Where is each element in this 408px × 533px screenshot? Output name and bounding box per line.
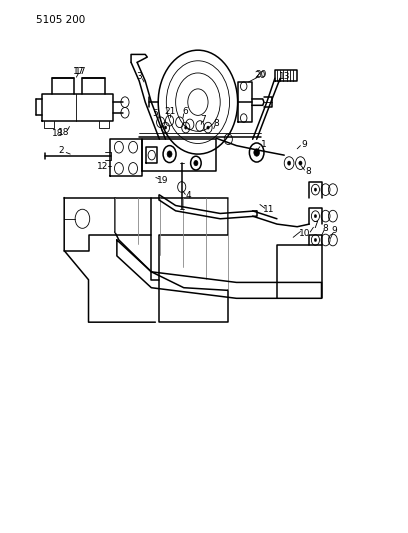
- Circle shape: [194, 160, 198, 166]
- Text: 8: 8: [323, 224, 328, 233]
- Text: 19: 19: [157, 176, 169, 185]
- Circle shape: [288, 161, 291, 165]
- Circle shape: [164, 126, 167, 129]
- Text: 12: 12: [97, 163, 109, 171]
- Text: 17: 17: [73, 67, 85, 76]
- Circle shape: [299, 161, 302, 165]
- Text: 9: 9: [332, 227, 337, 236]
- Text: 2: 2: [59, 147, 64, 156]
- Text: 9: 9: [302, 140, 307, 149]
- Circle shape: [167, 151, 172, 157]
- Text: 7: 7: [313, 221, 318, 230]
- Text: 4: 4: [186, 191, 191, 200]
- Text: 11: 11: [263, 205, 275, 214]
- Circle shape: [314, 188, 317, 191]
- Text: 6: 6: [182, 107, 188, 116]
- Text: 1: 1: [261, 140, 267, 149]
- Text: 17: 17: [75, 67, 86, 76]
- Circle shape: [184, 126, 187, 129]
- Text: 10: 10: [299, 229, 310, 238]
- Text: 5: 5: [153, 109, 158, 118]
- Text: 8: 8: [306, 166, 311, 175]
- Text: 18: 18: [58, 128, 70, 138]
- Circle shape: [314, 238, 317, 241]
- Circle shape: [207, 126, 209, 129]
- Text: 8: 8: [213, 119, 219, 128]
- Text: 21: 21: [164, 107, 175, 116]
- Text: 18: 18: [52, 129, 64, 138]
- Text: 3: 3: [136, 72, 142, 81]
- Circle shape: [314, 215, 317, 217]
- Text: 7: 7: [200, 115, 206, 124]
- Text: 20: 20: [255, 70, 266, 79]
- Text: 13: 13: [279, 72, 291, 81]
- Circle shape: [254, 149, 259, 156]
- Text: 20: 20: [254, 71, 266, 80]
- Text: 5105 200: 5105 200: [36, 15, 85, 25]
